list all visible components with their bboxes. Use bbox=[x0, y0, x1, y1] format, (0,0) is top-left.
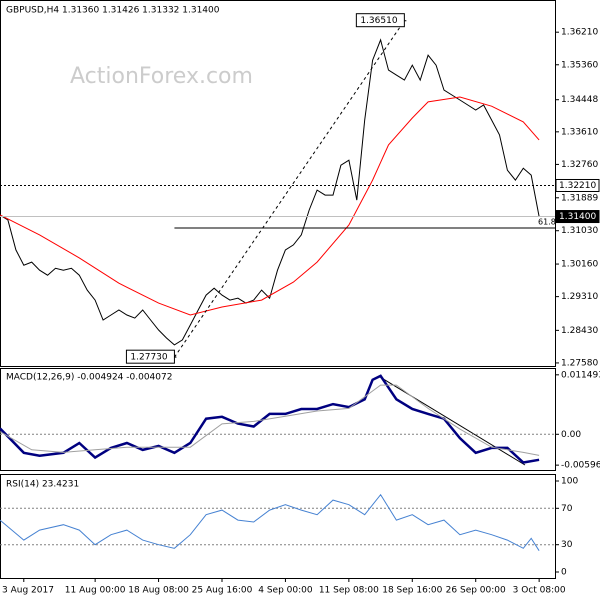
trendline bbox=[174, 20, 405, 358]
y-tick-label: 30 bbox=[561, 540, 573, 550]
series-line bbox=[0, 374, 540, 464]
x-tick-label: 18 Sep 16:00 bbox=[382, 586, 442, 596]
x-tick-label: 3 Aug 2017 bbox=[2, 586, 54, 596]
watermark: ActionForex.com bbox=[70, 64, 253, 89]
y-tick-label: 1.34448 bbox=[561, 95, 598, 105]
y-tick-label: 1.32760 bbox=[561, 160, 598, 170]
extreme-box bbox=[125, 349, 175, 364]
level-box bbox=[555, 210, 600, 224]
y-tick-label: 0.011493 bbox=[561, 370, 600, 380]
series-line bbox=[0, 96, 540, 316]
y-tick-label: 1.28430 bbox=[561, 326, 598, 336]
rsi-title: RSI(14) 23.4231 bbox=[6, 480, 79, 490]
y-tick-label: 1.33610 bbox=[561, 127, 598, 137]
y-tick-label: 1.35360 bbox=[561, 60, 598, 70]
rsi-panel bbox=[0, 474, 556, 579]
x-tick-label: 25 Aug 16:00 bbox=[192, 586, 253, 596]
level-box bbox=[555, 178, 600, 192]
y-tick-label: 1.31889 bbox=[561, 193, 598, 203]
macd-panel bbox=[0, 368, 556, 471]
y-tick-label: 1.30160 bbox=[561, 260, 598, 270]
extreme-box bbox=[355, 13, 405, 28]
y-tick-label: 0.00 bbox=[561, 430, 581, 440]
x-tick-label: 11 Sep 08:00 bbox=[319, 586, 379, 596]
y-tick-label: 1.36210 bbox=[561, 28, 598, 38]
chart-title: GBPUSD,H4 1.31360 1.31426 1.31332 1.3140… bbox=[6, 6, 220, 16]
series-line bbox=[0, 38, 540, 346]
extreme-label: 1.27730 bbox=[130, 353, 167, 363]
y-tick-label: -0.00596 bbox=[561, 461, 600, 471]
y-tick-label: 1.29310 bbox=[561, 292, 598, 302]
extreme-label: 1.36510 bbox=[360, 16, 397, 26]
x-tick-label: 3 Oct 08:00 bbox=[513, 586, 566, 596]
series-line bbox=[0, 384, 540, 456]
level-label: 1.32210 bbox=[559, 181, 596, 191]
level-label: 1.31400 bbox=[559, 212, 596, 222]
fib-label: 61.8 bbox=[538, 218, 556, 227]
x-tick-label: 4 Sep 00:00 bbox=[258, 586, 313, 596]
x-tick-label: 26 Sep 00:00 bbox=[446, 586, 506, 596]
y-tick-label: 0 bbox=[561, 567, 567, 577]
x-tick-label: 11 Aug 00:00 bbox=[65, 586, 126, 596]
macd-trendline bbox=[379, 376, 526, 466]
macd-title: MACD(12,26,9) -0.004924 -0.004072 bbox=[6, 373, 172, 383]
series-line bbox=[0, 493, 540, 551]
x-tick-label: 18 Aug 08:00 bbox=[128, 586, 189, 596]
y-tick-label: 1.31030 bbox=[561, 226, 598, 236]
y-tick-label: 100 bbox=[561, 477, 578, 487]
y-tick-label: 1.27580 bbox=[561, 358, 598, 368]
y-tick-label: 70 bbox=[561, 504, 573, 514]
